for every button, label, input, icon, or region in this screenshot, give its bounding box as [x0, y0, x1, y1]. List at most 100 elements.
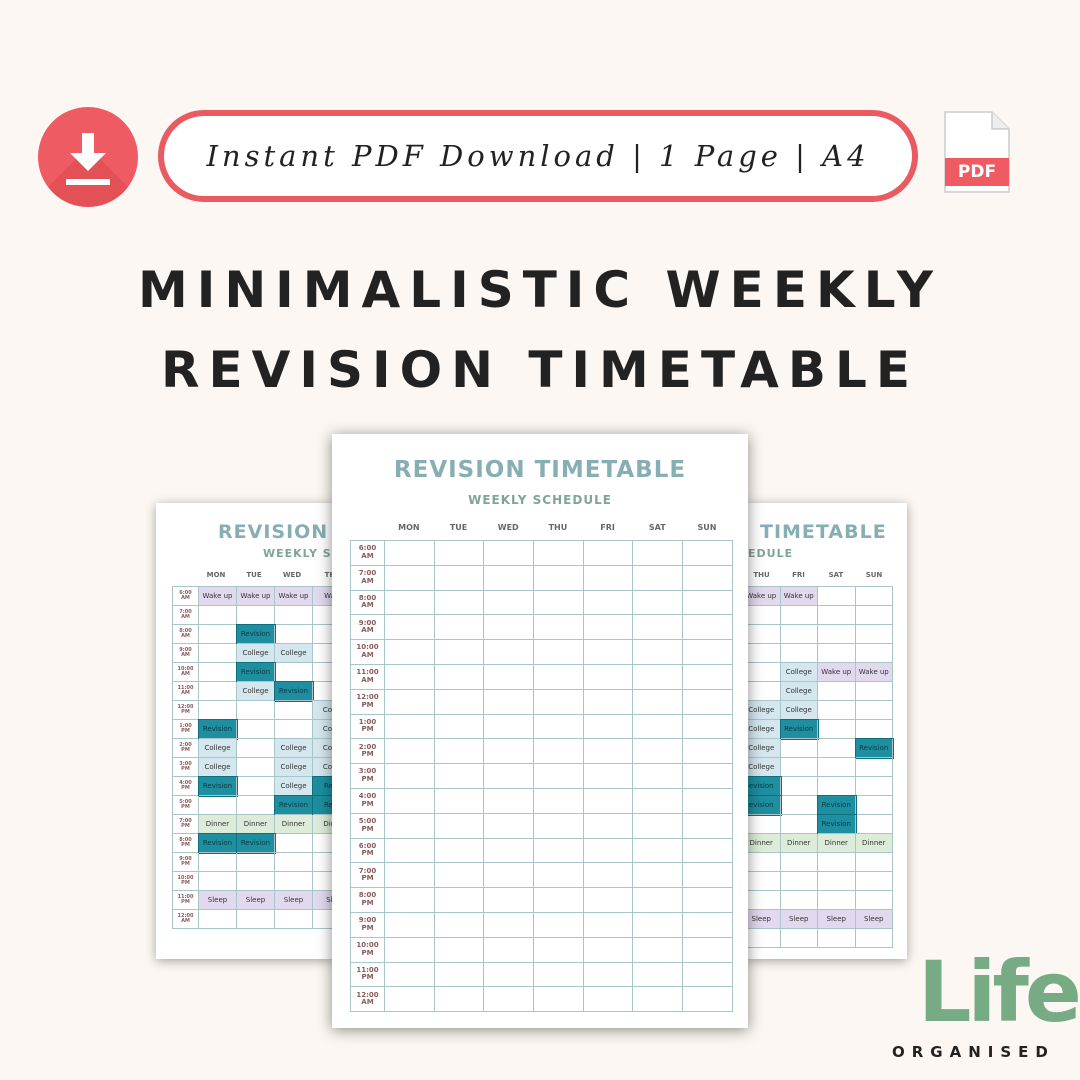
schedule-cell	[313, 853, 334, 872]
schedule-cell	[237, 758, 275, 777]
schedule-cell	[385, 863, 435, 889]
schedule-cell	[385, 565, 435, 591]
schedule-event: College	[199, 758, 237, 777]
sheet-right-title: TIMETABLE	[760, 521, 887, 543]
schedule-cell	[434, 739, 485, 765]
schedule-cell	[313, 644, 334, 663]
schedule-event: Colle	[313, 720, 334, 739]
schedule-cell	[385, 739, 435, 765]
schedule-cell	[484, 590, 535, 616]
schedule-cell	[199, 644, 237, 663]
schedule-cell	[818, 929, 856, 948]
schedule-cell	[583, 764, 634, 789]
schedule-event: Dinner	[818, 834, 856, 853]
schedule-cell	[385, 590, 435, 616]
schedule-event: College	[746, 739, 781, 758]
schedule-cell	[237, 872, 275, 891]
schedule-cell	[385, 788, 435, 814]
schedule-cell	[818, 777, 856, 796]
day-label: TUE	[246, 571, 262, 579]
schedule-cell	[780, 872, 818, 891]
schedule-event: Colle	[313, 739, 334, 758]
schedule-cell	[583, 888, 634, 913]
sheet-front-title: REVISION TIMETABLE	[393, 457, 687, 483]
schedule-cell	[583, 664, 634, 690]
schedule-cell	[275, 720, 313, 739]
schedule-cell	[434, 590, 485, 616]
format-banner: Instant PDF Download | 1 Page | A4	[158, 110, 918, 202]
schedule-event: Colle	[313, 701, 334, 720]
schedule-cell	[633, 739, 684, 765]
schedule-cell	[534, 987, 584, 1013]
schedule-cell	[484, 640, 535, 665]
logo-organised-text: ORGANISED	[892, 1043, 1055, 1061]
schedule-cell	[275, 834, 313, 853]
schedule-cell	[818, 644, 856, 663]
schedule-cell	[237, 777, 275, 796]
schedule-cell	[484, 565, 535, 591]
schedule-cell	[534, 764, 584, 789]
schedule-cell	[484, 541, 535, 566]
schedule-cell	[385, 714, 435, 740]
schedule-cell	[484, 714, 535, 740]
schedule-cell	[434, 962, 485, 988]
schedule-cell	[385, 764, 435, 789]
schedule-cell	[746, 606, 781, 625]
schedule-cell	[633, 590, 684, 616]
schedule-cell	[683, 541, 733, 566]
schedule-event: Wake up	[275, 587, 313, 606]
schedule-cell	[855, 606, 893, 625]
schedule-cell	[199, 796, 237, 815]
day-label: WED	[497, 523, 519, 532]
schedule-cell	[855, 682, 893, 701]
pdf-file-icon: PDF	[942, 110, 1012, 194]
schedule-cell	[855, 853, 893, 872]
schedule-cell	[633, 565, 684, 591]
time-label: 6:00 PM	[351, 838, 385, 864]
schedule-cell	[855, 796, 893, 815]
day-label: WED	[282, 571, 302, 579]
schedule-cell	[484, 788, 535, 814]
schedule-cell	[583, 590, 634, 616]
headline-line-1: MINIMALISTIC WEEKLY	[137, 261, 943, 319]
schedule-event: College	[746, 720, 781, 739]
schedule-cell	[633, 888, 684, 913]
pdf-label: PDF	[957, 162, 997, 182]
schedule-cell	[385, 888, 435, 913]
schedule-event: Sleep	[780, 910, 818, 929]
schedule-cell	[484, 689, 535, 715]
day-label: SUN	[697, 523, 717, 532]
schedule-event: College	[275, 758, 313, 777]
schedule-cell	[818, 587, 856, 606]
day-label: MON	[398, 523, 420, 532]
schedule-cell	[199, 663, 237, 682]
sheet-front-day-header: MON TUE WED THU FRI SAT SUN	[384, 523, 732, 532]
schedule-cell	[484, 664, 535, 690]
schedule-cell	[780, 815, 818, 834]
schedule-cell	[683, 764, 733, 789]
schedule-cell	[818, 682, 856, 701]
headline-line-2: REVISION TIMETABLE	[161, 341, 919, 399]
schedule-cell	[434, 565, 485, 591]
schedule-cell	[534, 838, 584, 864]
schedule-cell	[683, 664, 733, 690]
schedule-cell	[534, 615, 584, 641]
schedule-event: Revi	[312, 776, 334, 797]
schedule-cell	[746, 663, 781, 682]
schedule-cell	[583, 813, 634, 839]
schedule-cell	[534, 590, 584, 616]
schedule-cell	[780, 758, 818, 777]
schedule-event: Revision	[817, 814, 857, 835]
time-label: 2:00 PM	[351, 739, 385, 765]
schedule-cell	[313, 872, 334, 891]
schedule-event: Revision	[274, 681, 314, 702]
schedule-cell	[434, 714, 485, 740]
schedule-cell	[818, 853, 856, 872]
schedule-cell	[780, 625, 818, 644]
schedule-cell	[583, 987, 634, 1013]
schedule-cell	[313, 910, 334, 929]
schedule-cell	[534, 912, 584, 938]
schedule-event: Dinner	[237, 815, 275, 834]
schedule-event: College	[275, 777, 313, 796]
schedule-cell	[746, 682, 781, 701]
